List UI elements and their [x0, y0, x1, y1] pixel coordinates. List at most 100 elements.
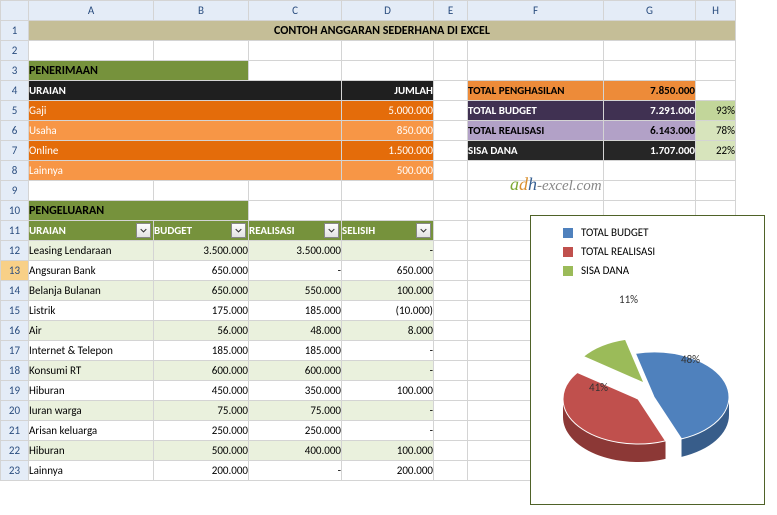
row-header-21[interactable]: 21 [1, 421, 29, 441]
expense-value[interactable]: 200.000 [154, 461, 249, 481]
row-header-3[interactable]: 3 [1, 61, 29, 81]
row-header-14[interactable]: 14 [1, 281, 29, 301]
filter-dropdown-icon[interactable] [136, 223, 151, 238]
row-header-22[interactable]: 22 [1, 441, 29, 461]
col-header-D[interactable]: D [342, 1, 434, 21]
row-header-10[interactable]: 10 [1, 201, 29, 221]
expense-label[interactable]: Air [29, 321, 154, 341]
table-header[interactable]: BUDGET [154, 221, 249, 241]
expense-value[interactable]: - [249, 461, 342, 481]
expense-value[interactable]: 75.000 [249, 401, 342, 421]
row-header-11[interactable]: 11 [1, 221, 29, 241]
expense-label[interactable]: Lainnya [29, 461, 154, 481]
expense-value[interactable]: 650.000 [342, 261, 434, 281]
row-header-23[interactable]: 23 [1, 461, 29, 481]
expense-value[interactable]: 75.000 [154, 401, 249, 421]
expense-value[interactable]: 250.000 [249, 421, 342, 441]
row-header-8[interactable]: 8 [1, 161, 29, 181]
expense-value[interactable]: 100.000 [342, 281, 434, 301]
row-header-20[interactable]: 20 [1, 401, 29, 421]
row-header-12[interactable]: 12 [1, 241, 29, 261]
col-header-H[interactable]: H [696, 1, 736, 21]
income-amount[interactable]: 500.000 [342, 161, 434, 181]
table-header[interactable]: SELISIH [342, 221, 434, 241]
row-header-9[interactable]: 9 [1, 181, 29, 201]
expense-value[interactable]: 500.000 [154, 441, 249, 461]
col-header-A[interactable]: A [29, 1, 154, 21]
row-header-2[interactable]: 2 [1, 41, 29, 61]
expense-label[interactable]: Leasing Lendaraan [29, 241, 154, 261]
income-amount[interactable]: 5.000.000 [342, 101, 434, 121]
row-header-13[interactable]: 13 [1, 261, 29, 281]
row-header-15[interactable]: 15 [1, 301, 29, 321]
expense-value[interactable]: - [342, 361, 434, 381]
expense-value[interactable]: 175.000 [154, 301, 249, 321]
expense-value[interactable]: 8.000 [342, 321, 434, 341]
expense-value[interactable]: 600.000 [249, 361, 342, 381]
row-header-16[interactable]: 16 [1, 321, 29, 341]
col-header-C[interactable]: C [249, 1, 342, 21]
expense-label[interactable]: Hiburan [29, 441, 154, 461]
expense-value[interactable]: 600.000 [154, 361, 249, 381]
expense-value[interactable]: - [342, 341, 434, 361]
expense-value[interactable]: 185.000 [249, 301, 342, 321]
table-header[interactable]: REALISASI [249, 221, 342, 241]
row-header-5[interactable]: 5 [1, 101, 29, 121]
expense-label[interactable]: Listrik [29, 301, 154, 321]
expense-value[interactable]: - [342, 401, 434, 421]
expense-value[interactable]: - [342, 421, 434, 441]
row-header-4[interactable]: 4 [1, 81, 29, 101]
expense-label[interactable]: Hiburan [29, 381, 154, 401]
expense-value[interactable]: 48.000 [249, 321, 342, 341]
col-header-F[interactable]: F [468, 1, 604, 21]
pie-chart[interactable]: TOTAL BUDGETTOTAL REALISASISISA DANA 48%… [530, 215, 765, 505]
expense-value[interactable]: 650.000 [154, 281, 249, 301]
expense-value[interactable]: - [249, 261, 342, 281]
expense-label[interactable]: Internet & Telepon [29, 341, 154, 361]
row-header-19[interactable]: 19 [1, 381, 29, 401]
filter-dropdown-icon[interactable] [231, 223, 246, 238]
expense-value[interactable]: 185.000 [249, 341, 342, 361]
expense-value[interactable]: 350.000 [249, 381, 342, 401]
expense-value[interactable]: 100.000 [342, 381, 434, 401]
expense-value[interactable]: (10.000) [342, 301, 434, 321]
expense-label[interactable]: Angsuran Bank [29, 261, 154, 281]
table-header[interactable]: URAIAN [29, 221, 154, 241]
expense-value[interactable]: 3.500.000 [154, 241, 249, 261]
expense-label[interactable]: Belanja Bulanan [29, 281, 154, 301]
income-label[interactable]: Online [29, 141, 342, 161]
expense-label[interactable]: Arisan keluarga [29, 421, 154, 441]
row-header-7[interactable]: 7 [1, 141, 29, 161]
expense-value[interactable]: 550.000 [249, 281, 342, 301]
pie-label: 41% [589, 381, 608, 394]
chart-legend: TOTAL BUDGETTOTAL REALISASISISA DANA [531, 216, 764, 277]
row-header-18[interactable]: 18 [1, 361, 29, 381]
select-all-corner[interactable] [1, 1, 29, 21]
row-header-1[interactable]: 1 [1, 21, 29, 41]
expense-value[interactable]: 100.000 [342, 441, 434, 461]
row-header-6[interactable]: 6 [1, 121, 29, 141]
expense-value[interactable]: 650.000 [154, 261, 249, 281]
expense-label[interactable]: Iuran warga [29, 401, 154, 421]
col-header-G[interactable]: G [604, 1, 696, 21]
expense-value[interactable]: 56.000 [154, 321, 249, 341]
expense-label[interactable]: Konsumi RT [29, 361, 154, 381]
income-label[interactable]: Lainnya [29, 161, 342, 181]
income-label[interactable]: Usaha [29, 121, 342, 141]
expense-value[interactable]: 185.000 [154, 341, 249, 361]
col-header-B[interactable]: B [154, 1, 249, 21]
expense-value[interactable]: 450.000 [154, 381, 249, 401]
summary-label: TOTAL PENGHASILAN [468, 81, 604, 101]
expense-value[interactable]: 3.500.000 [249, 241, 342, 261]
filter-dropdown-icon[interactable] [324, 223, 339, 238]
expense-value[interactable]: 200.000 [342, 461, 434, 481]
col-header-E[interactable]: E [434, 1, 468, 21]
income-amount[interactable]: 1.500.000 [342, 141, 434, 161]
filter-dropdown-icon[interactable] [416, 223, 431, 238]
income-label[interactable]: Gaji [29, 101, 342, 121]
income-amount[interactable]: 850.000 [342, 121, 434, 141]
row-header-17[interactable]: 17 [1, 341, 29, 361]
expense-value[interactable]: 250.000 [154, 421, 249, 441]
expense-value[interactable]: 400.000 [249, 441, 342, 461]
expense-value[interactable]: - [342, 241, 434, 261]
